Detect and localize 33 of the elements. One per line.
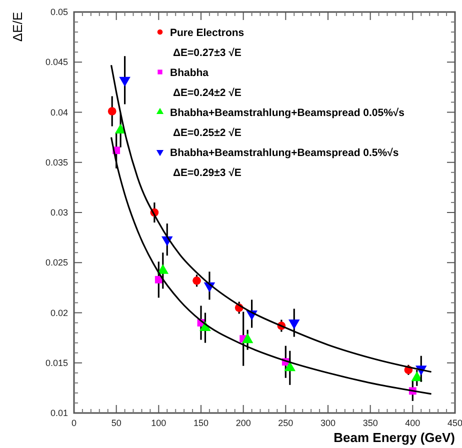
x-tick-label: 350 [362,418,378,428]
x-tick-label: 50 [111,418,122,428]
y-tick-label: 0.02 [50,308,68,318]
y-tick-label: 0.03 [50,208,68,218]
x-tick-label: 300 [320,418,336,428]
point [119,76,130,87]
y-tick-label: 0.045 [45,57,68,68]
y-tick-label: 0.04 [50,107,68,118]
y-tick-label: 0.01 [50,408,68,418]
y-tick-label: 0.05 [50,7,68,17]
annotation: ΔE=0.24±2 √E [173,87,242,99]
y-tick-label: 0.015 [45,358,68,368]
x-tick-label: 250 [278,418,294,428]
annotation: ΔE=0.29±3 √E [173,167,242,179]
line-series [110,136,432,395]
annotation: ΔE=0.27±3 √E [173,47,242,59]
y-tick-label: 0.025 [45,258,68,268]
x-tick-label: 200 [236,418,251,428]
legend-label: Pure Electrons [170,27,244,39]
x-tick-label: 0 [71,418,77,428]
point [192,276,201,285]
x-tick-label: 450 [447,418,462,428]
x-tick-label: 150 [193,418,209,428]
legend-label: Bhabha+Beamstrahlung+Beamspread 0.5%√s [170,147,399,159]
legend-label: Bhabha+Beamstrahlung+Beamspread 0.05%√s [170,107,405,119]
y-tick-label: 0.035 [45,157,68,168]
x-axis-title: Beam Energy (GeV) [334,430,455,445]
x-tick-label: 100 [151,418,166,428]
x-tick-label: 400 [405,418,420,428]
y-axis-title: ΔE/E [10,12,25,42]
point [108,107,116,116]
legend-label: Bhabha [170,67,209,79]
annotation: ΔE=0.25±2 √E [173,127,242,139]
